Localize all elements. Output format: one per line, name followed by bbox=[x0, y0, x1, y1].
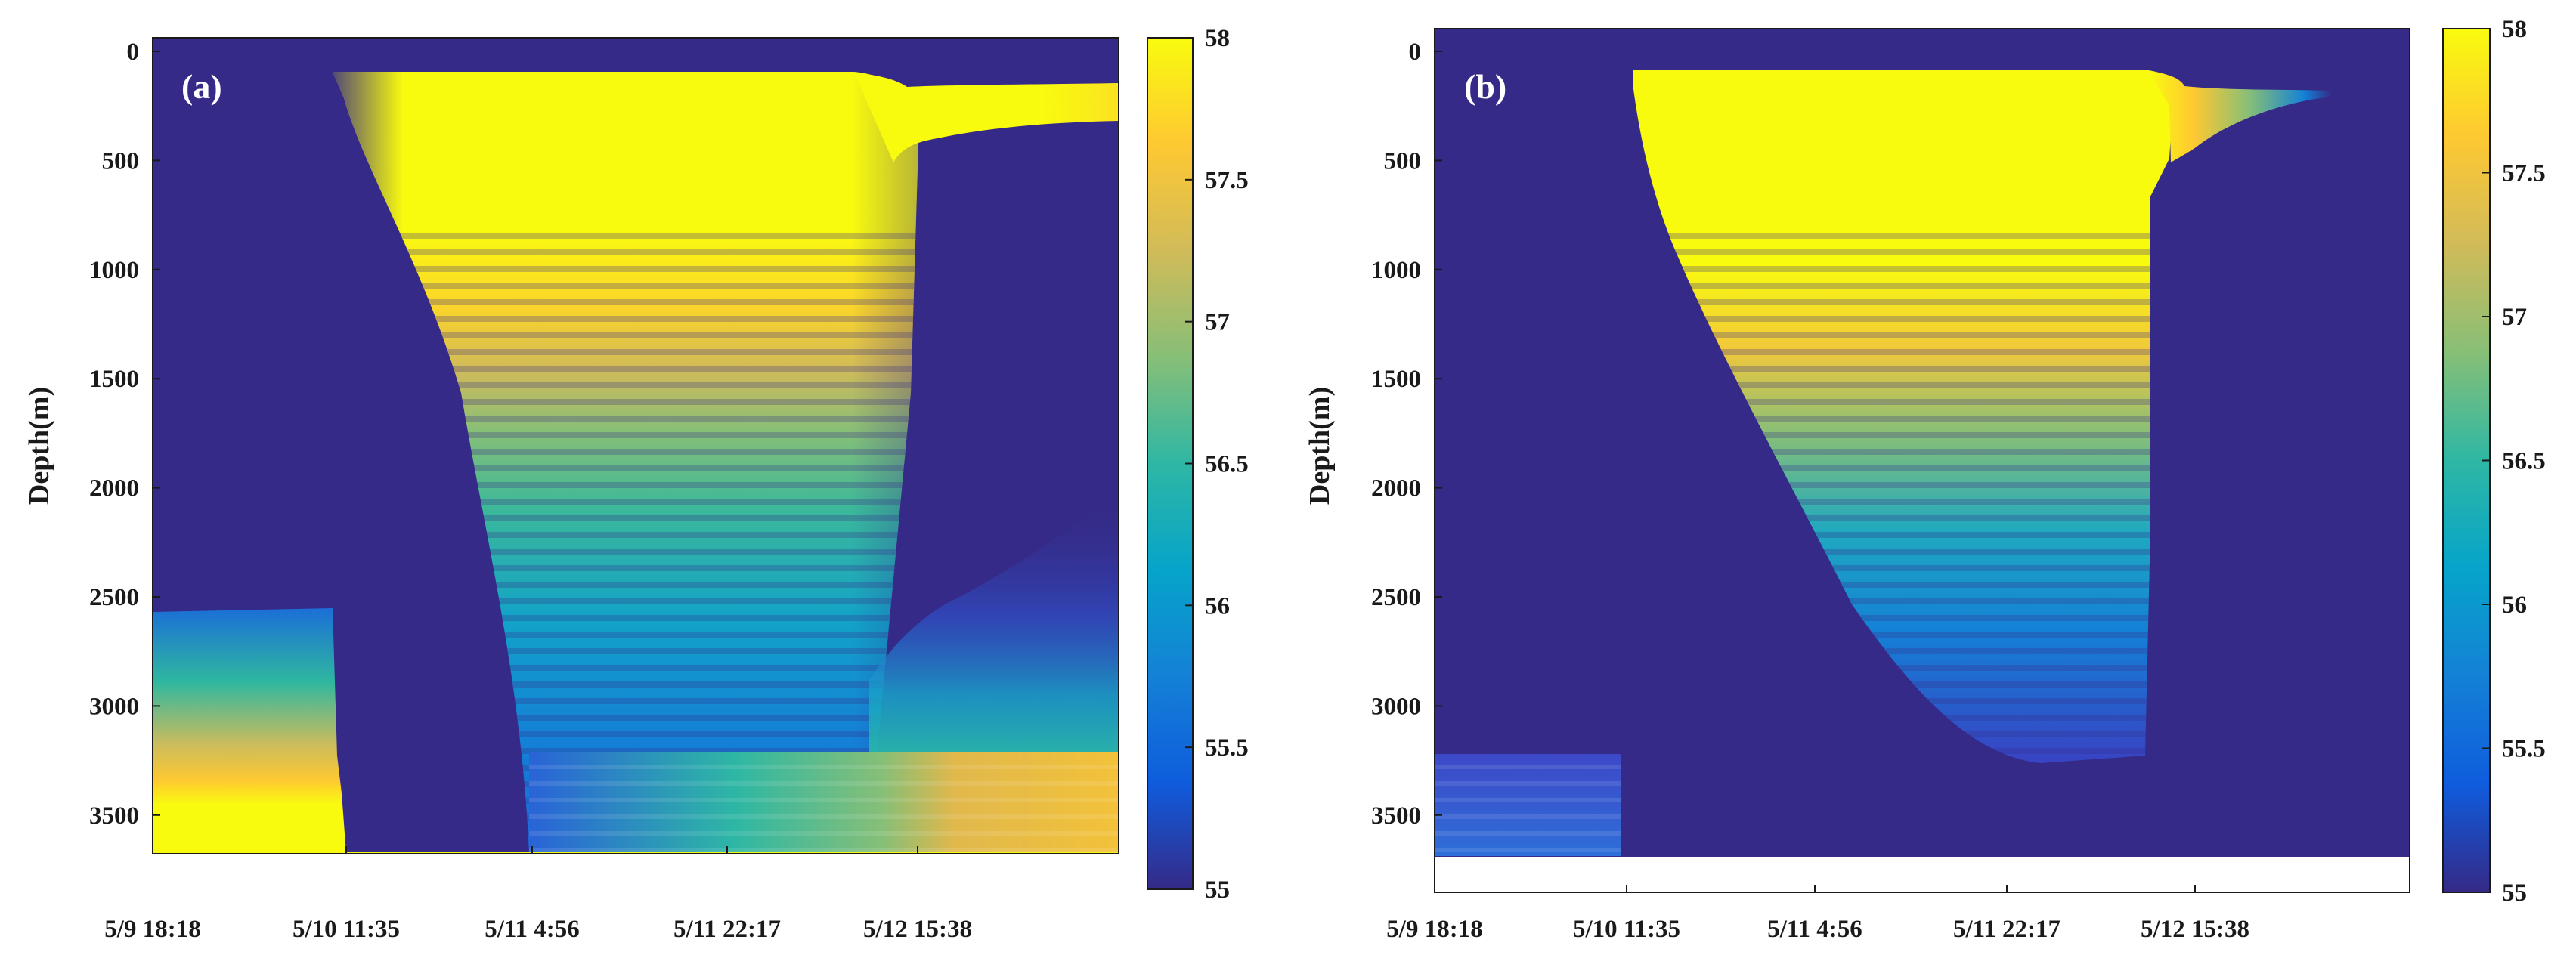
panel-b-plot-frame bbox=[1434, 28, 2410, 893]
panel-b-tail bbox=[2148, 70, 2332, 162]
y-tick-label: 2000 bbox=[1371, 475, 1421, 502]
y-tick-label: 3500 bbox=[1371, 802, 1421, 830]
y-tick-label: 500 bbox=[1384, 147, 1422, 175]
panel-a-plot-frame bbox=[152, 37, 1119, 854]
colorbar-tick-label: 57 bbox=[1205, 309, 1230, 336]
panel-a-ylabel: Depth(m) bbox=[23, 387, 55, 505]
y-tick-label: 0 bbox=[127, 39, 140, 66]
panel-b-bottom-band bbox=[1435, 857, 2410, 892]
panel-a-colorbar-ticks: 55 55.5 56 56.5 57 57.5 58 bbox=[1185, 25, 1249, 904]
colorbar-tick-label: 56 bbox=[1205, 592, 1230, 620]
panel-a-x-ticks: 5/9 18:18 5/10 11:35 5/11 4:56 5/11 22:17 5/… bbox=[104, 846, 972, 943]
x-tick-label: 5/12 15:38 bbox=[2141, 916, 2249, 943]
panel-a-y-ticks: 0 500 1000 1500 2000 2500 3000 3500 bbox=[89, 39, 160, 830]
y-tick-label: 2500 bbox=[1371, 584, 1421, 611]
panel-a-tail bbox=[854, 73, 1119, 162]
colorbar-tick-label: 57 bbox=[2502, 304, 2527, 331]
panel-b-label: (b) bbox=[1464, 67, 1506, 106]
panel-b-colorbar-ticks: 55 55.5 56 56.5 57 57.5 58 bbox=[2482, 16, 2546, 907]
colorbar-tick-label: 56.5 bbox=[1205, 451, 1249, 478]
colorbar-tick-label: 56.5 bbox=[2502, 448, 2546, 475]
x-tick-label: 5/11 22:17 bbox=[1953, 916, 2060, 943]
x-tick-label: 5/9 18:18 bbox=[104, 916, 200, 943]
x-tick-label: 5/12 15:38 bbox=[863, 916, 972, 943]
colorbar-tick-label: 57.5 bbox=[2502, 160, 2546, 187]
y-tick-label: 2500 bbox=[89, 584, 139, 611]
panel-a-label: (a) bbox=[181, 67, 222, 106]
y-tick-label: 3500 bbox=[89, 802, 139, 830]
panel-a-left-block bbox=[153, 608, 346, 854]
y-tick-label: 3000 bbox=[1371, 693, 1421, 720]
panel-a-right-wing bbox=[869, 491, 1119, 763]
y-tick-label: 1000 bbox=[1371, 257, 1421, 284]
colorbar-tick-label: 55 bbox=[2502, 879, 2527, 907]
x-tick-label: 5/10 11:35 bbox=[1573, 916, 1680, 943]
x-tick-label: 5/11 22:17 bbox=[673, 916, 781, 943]
x-tick-label: 5/9 18:18 bbox=[1386, 916, 1482, 943]
y-tick-label: 500 bbox=[102, 147, 140, 175]
colorbar-tick-label: 58 bbox=[2502, 16, 2527, 43]
y-tick-label: 1500 bbox=[1371, 366, 1421, 393]
y-tick-label: 1000 bbox=[89, 257, 139, 284]
panel-b-y-ticks: 0 500 1000 1500 2000 2500 3000 3500 bbox=[1371, 39, 1442, 830]
x-tick-label: 5/11 4:56 bbox=[1767, 916, 1862, 943]
y-tick-label: 3000 bbox=[89, 693, 139, 720]
panel-b: (b) 0 500 1000 1500 2000 2500 3000 3500 5/9 18:… bbox=[1304, 16, 2546, 943]
y-tick-label: 0 bbox=[1409, 39, 1422, 66]
x-tick-label: 5/11 4:56 bbox=[485, 916, 580, 943]
colorbar-tick-label: 55.5 bbox=[2502, 736, 2546, 763]
panel-a: (a) 0 500 1000 1500 2000 2500 3000 3500 5/9 18:… bbox=[23, 25, 1249, 943]
colorbar-tick-label: 55 bbox=[1205, 876, 1230, 904]
colorbar-tick-label: 58 bbox=[1205, 25, 1230, 52]
colorbar-tick-label: 57.5 bbox=[1205, 167, 1249, 194]
panel-b-colorbar bbox=[2442, 28, 2491, 893]
y-tick-label: 1500 bbox=[89, 366, 139, 393]
panel-b-ylabel: Depth(m) bbox=[1304, 387, 1336, 505]
colorbar-tick-label: 56 bbox=[2502, 592, 2527, 619]
panel-b-x-ticks: 5/9 18:18 5/10 11:35 5/11 4:56 5/11 22:17 5/… bbox=[1386, 885, 2249, 943]
colorbar-tick-label: 55.5 bbox=[1205, 734, 1249, 762]
y-tick-label: 2000 bbox=[89, 475, 139, 502]
x-tick-label: 5/10 11:35 bbox=[293, 916, 400, 943]
